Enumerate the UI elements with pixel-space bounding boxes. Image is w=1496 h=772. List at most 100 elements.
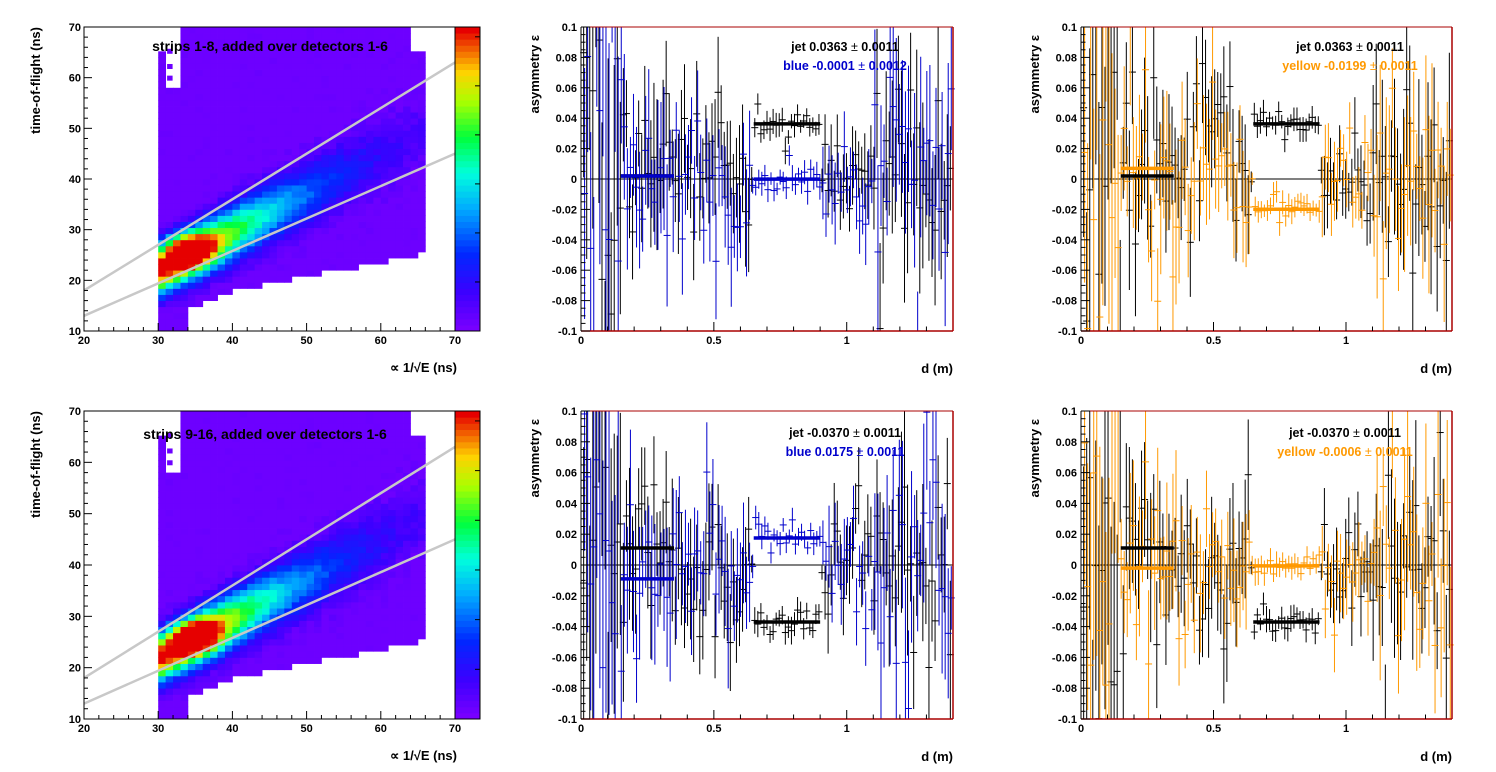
heatmap-cell — [306, 166, 315, 174]
heatmap-cell — [232, 571, 241, 578]
heatmap-cell — [314, 166, 322, 174]
heatmap-cell — [417, 154, 426, 162]
x-tick-label: 1 — [844, 335, 850, 347]
heatmap-cell — [291, 565, 300, 572]
heatmap-cell — [395, 209, 404, 216]
heatmap-cell — [210, 136, 218, 143]
heatmap-cell — [306, 179, 315, 186]
heatmap-cell — [158, 324, 167, 332]
heatmap-cell — [403, 124, 411, 131]
heatmap-cell — [351, 620, 359, 627]
heatmap-cell — [410, 160, 419, 168]
heatmap-cell — [276, 503, 285, 510]
heatmap-cell — [165, 221, 174, 229]
heatmap-cell — [306, 632, 315, 640]
heatmap-cell — [224, 552, 233, 560]
heatmap-cell — [358, 142, 367, 149]
heatmap-cell — [328, 601, 337, 609]
heatmap-cell — [254, 118, 263, 125]
heatmap-cell — [262, 245, 270, 253]
heatmap-cell — [351, 614, 359, 621]
palette-frame — [454, 410, 481, 720]
heatmap-cell — [284, 441, 293, 449]
heatmap-cell — [232, 552, 241, 560]
heatmap-cell — [173, 227, 181, 235]
heatmap-cell — [395, 503, 404, 510]
heatmap-cell — [388, 509, 397, 517]
heatmap-cell — [217, 258, 226, 265]
heatmap-cell — [224, 632, 233, 640]
heatmap-cell — [343, 209, 352, 216]
heatmap-cell — [284, 595, 293, 603]
heatmap-cell — [284, 136, 293, 143]
plus-minus-symbol: ± — [853, 445, 867, 459]
heatmap-cell — [314, 245, 322, 253]
heatmap-cell — [343, 166, 352, 174]
heatmap-cell — [306, 460, 315, 467]
heatmap-cell — [373, 69, 382, 77]
heatmap-cell — [358, 251, 367, 259]
heatmap-cell — [210, 81, 218, 89]
heatmap-cell — [165, 528, 174, 535]
heatmap-cell — [180, 682, 189, 689]
heatmap-cell — [321, 423, 330, 430]
heatmap-cell — [403, 39, 411, 46]
heatmap-cell — [314, 497, 322, 504]
heatmap-cell — [180, 93, 189, 101]
heatmap-cell — [180, 614, 189, 621]
heatmap-cell — [410, 81, 419, 89]
heatmap-cell — [158, 288, 167, 295]
heatmap-cell — [395, 540, 404, 547]
heatmap-cell — [254, 233, 263, 241]
heatmap-cell — [180, 441, 189, 449]
heatmap-cell — [187, 583, 196, 591]
heatmap-cell — [291, 478, 300, 486]
heatmap-cell — [314, 521, 322, 529]
heatmap-cell — [284, 112, 293, 119]
heatmap-cell — [165, 577, 174, 584]
heatmap-cell — [158, 118, 167, 125]
heatmap-cell — [314, 258, 322, 265]
y-tick-label: 20 — [69, 663, 81, 675]
heatmap-cell — [254, 203, 263, 210]
heatmap-cell — [306, 620, 315, 627]
heatmap-cell — [358, 118, 367, 125]
heatmap-cell — [202, 106, 211, 113]
heatmap-cell — [217, 227, 226, 235]
heatmap-cell — [351, 93, 359, 101]
heatmap-cell — [195, 435, 204, 443]
heatmap-cell — [373, 75, 382, 83]
heatmap-cell — [173, 478, 181, 486]
heatmap-cell — [276, 154, 285, 162]
heatmap-cell — [395, 75, 404, 83]
heatmap-cell — [284, 258, 293, 265]
heatmap-cell — [395, 179, 404, 186]
heatmap-cell — [328, 27, 337, 34]
heatmap-cell — [210, 63, 218, 70]
heatmap-cell — [306, 478, 315, 486]
heatmap-cell — [276, 276, 285, 283]
heatmap-cell — [202, 540, 211, 547]
palette-swatch — [455, 300, 480, 308]
heatmap-cell — [299, 203, 307, 210]
heatmap-cell — [403, 160, 411, 168]
heatmap-cell — [254, 172, 263, 180]
heatmap-cell — [202, 191, 211, 198]
top-left-color-palette — [454, 26, 481, 332]
heatmap-cell — [158, 124, 167, 131]
heatmap-cell — [217, 160, 226, 168]
heatmap-cell — [210, 239, 218, 247]
heatmap-cell — [314, 239, 322, 247]
heatmap-cell — [202, 99, 211, 107]
heatmap-cell — [284, 435, 293, 443]
heatmap-cell — [187, 601, 196, 609]
heatmap-cell — [195, 45, 204, 52]
heatmap-cell — [358, 227, 367, 235]
heatmap-cell — [224, 478, 233, 486]
heatmap-cell — [328, 441, 337, 449]
heatmap-cell — [291, 540, 300, 547]
heatmap-cell — [291, 454, 300, 461]
heatmap-cell — [262, 595, 270, 603]
heatmap-cell — [262, 454, 270, 461]
heatmap-cell — [276, 491, 285, 498]
